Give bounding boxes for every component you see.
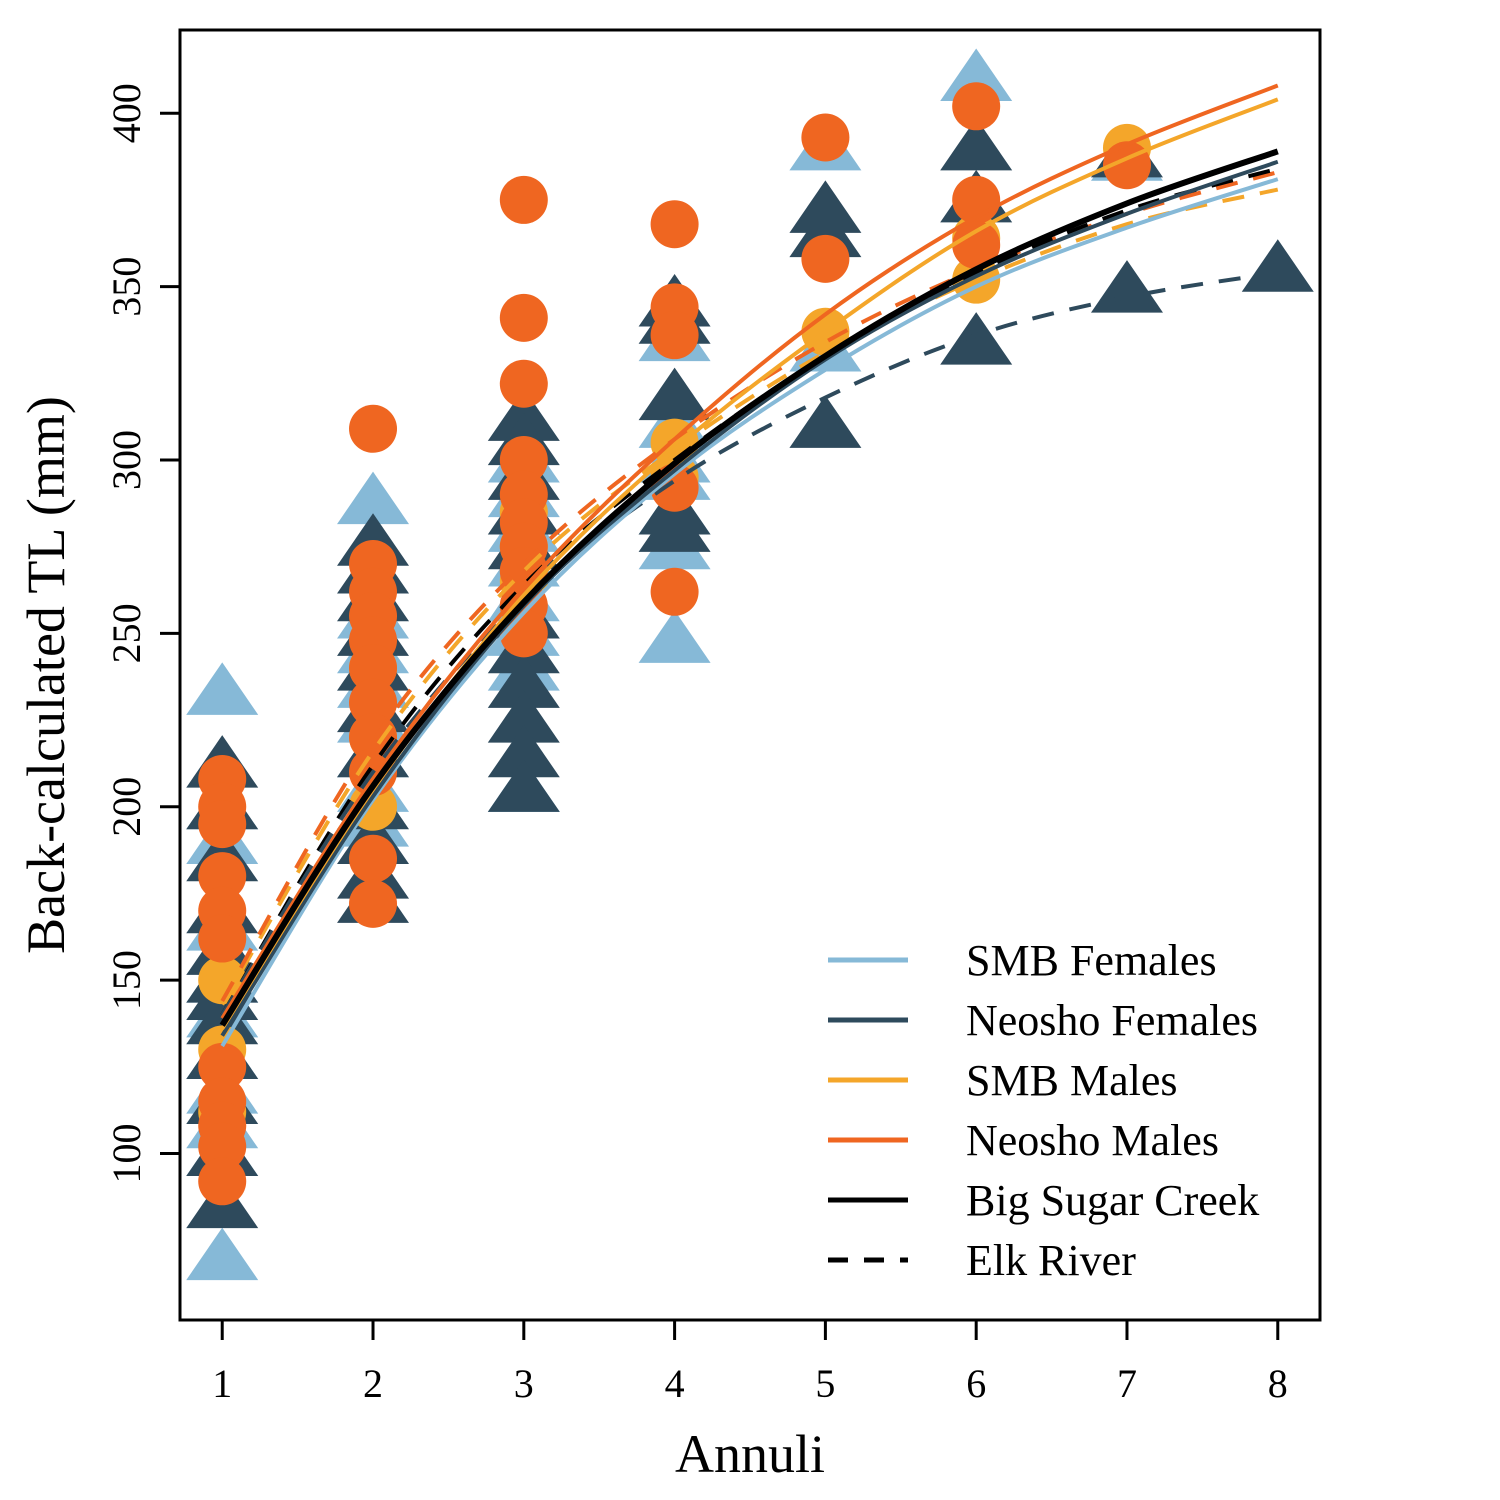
y-tick-label: 200 (104, 777, 149, 837)
point-circle (349, 644, 398, 693)
lines-layer (219, 83, 1279, 1048)
legend-label: Neosho Females (966, 996, 1258, 1045)
series-line (220, 166, 1279, 1016)
series-line (220, 83, 1279, 1020)
x-tick-label: 1 (212, 1361, 232, 1406)
point-circle (198, 1042, 247, 1091)
legend-label: SMB Males (966, 1056, 1177, 1105)
point-circle (952, 221, 1001, 269)
y-axis: 100 150 200 250 300 350 400 (104, 83, 182, 1184)
point-circle (650, 311, 699, 360)
x-tick-label: 4 (665, 1361, 685, 1406)
y-tick-label: 400 (104, 83, 149, 143)
point-triangle (638, 367, 711, 421)
x-tick-label: 2 (363, 1361, 383, 1406)
point-circle (801, 113, 850, 162)
point-circle (198, 852, 247, 901)
point-circle (650, 567, 699, 616)
point-triangle (1090, 260, 1163, 313)
point-triangle (940, 117, 1013, 171)
series-line (219, 148, 1279, 1027)
point-circle (349, 879, 398, 928)
point-circle (198, 956, 247, 1005)
point-circle (650, 200, 699, 249)
series-line (220, 187, 1279, 1006)
x-tick-label: 8 (1268, 1361, 1288, 1406)
legend-label: Neosho Males (966, 1116, 1219, 1165)
point-triangle (487, 655, 560, 708)
point-triangle (638, 499, 711, 552)
legend-label: Elk River (966, 1236, 1136, 1285)
x-tick-label: 3 (514, 1361, 534, 1406)
point-triangle (940, 48, 1013, 102)
x-tick-label: 7 (1117, 1361, 1137, 1406)
point-circle (499, 359, 548, 408)
legend: SMB Females Neosho Females SMB Males Neosho… (828, 936, 1259, 1285)
point-triangle (638, 610, 711, 663)
point-triangle (487, 690, 560, 743)
point-circle (349, 678, 398, 727)
point-circle (499, 175, 548, 224)
point-triangle (789, 395, 862, 448)
point-triangle (487, 759, 560, 812)
point-triangle (940, 312, 1013, 365)
point-circle (349, 404, 398, 453)
point-triangle (487, 724, 560, 778)
y-axis-title: Back-calculated TL (mm) (16, 396, 76, 954)
point-circle (499, 436, 548, 484)
y-tick-label: 350 (104, 257, 149, 317)
series-line (220, 270, 1279, 1016)
point-triangle (186, 662, 259, 715)
point-circle (198, 800, 247, 849)
y-tick-label: 300 (104, 430, 149, 490)
point-circle (952, 82, 1001, 131)
point-circle (198, 1157, 247, 1206)
x-axis: 1 2 3 4 5 6 7 8 (212, 1318, 1288, 1406)
y-tick-label: 150 (104, 950, 149, 1010)
legend-label: SMB Females (966, 936, 1217, 985)
point-triangle (186, 1227, 259, 1281)
point-triangle (1241, 239, 1314, 292)
x-tick-label: 6 (966, 1361, 986, 1406)
y-tick-label: 250 (104, 603, 149, 663)
x-axis-title: Annuli (675, 1424, 825, 1484)
x-tick-label: 5 (815, 1361, 835, 1406)
point-circle (801, 234, 850, 283)
point-triangle (337, 471, 410, 525)
point-circle (499, 293, 548, 342)
y-tick-label: 100 (104, 1124, 149, 1184)
legend-label: Big Sugar Creek (966, 1176, 1259, 1225)
point-circle (198, 1122, 247, 1171)
series-line (220, 159, 1279, 1037)
point-circle (198, 914, 247, 963)
point-circle (349, 834, 398, 883)
